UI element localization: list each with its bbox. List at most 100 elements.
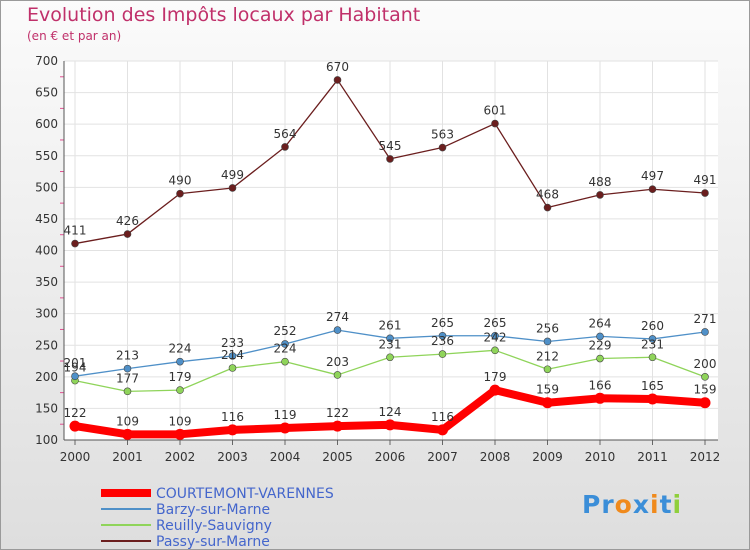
chart-title: Evolution des Impôts locaux par Habitant bbox=[27, 4, 421, 26]
x-tick-label: 2011 bbox=[637, 450, 668, 464]
data-point bbox=[228, 352, 237, 360]
y-tick-label: 100 bbox=[35, 433, 58, 447]
data-point bbox=[489, 384, 501, 396]
data-label: 231 bbox=[379, 337, 402, 351]
data-point bbox=[543, 337, 552, 346]
data-label: 491 bbox=[694, 173, 717, 187]
data-point bbox=[648, 185, 657, 194]
data-label: 426 bbox=[116, 214, 139, 228]
data-point bbox=[281, 357, 289, 366]
x-tick-label: 2001 bbox=[112, 450, 143, 464]
data-point bbox=[176, 357, 184, 366]
y-tick-label: 350 bbox=[35, 275, 58, 289]
data-label: 236 bbox=[431, 334, 454, 348]
y-tick-label: 550 bbox=[35, 149, 58, 163]
data-label: 563 bbox=[431, 128, 454, 142]
data-point bbox=[333, 326, 342, 334]
data-label: 252 bbox=[274, 324, 297, 338]
data-point bbox=[123, 230, 132, 238]
data-label: 670 bbox=[326, 60, 349, 74]
data-label: 159 bbox=[536, 383, 559, 397]
logo-letter: x bbox=[632, 490, 650, 519]
data-point bbox=[491, 331, 499, 340]
data-label: 265 bbox=[484, 316, 507, 330]
data-label: 274 bbox=[326, 310, 349, 324]
data-label: 122 bbox=[64, 406, 87, 420]
data-label: 159 bbox=[694, 383, 717, 397]
logo-letter: i bbox=[650, 490, 660, 519]
data-label: 165 bbox=[641, 379, 664, 393]
data-label: 499 bbox=[221, 168, 244, 182]
logo-letter: o bbox=[614, 490, 633, 519]
data-point bbox=[228, 184, 237, 192]
data-point bbox=[701, 373, 709, 381]
data-point bbox=[491, 346, 499, 355]
data-point bbox=[227, 424, 238, 436]
data-point bbox=[386, 353, 394, 362]
data-labels: 411 426 490 499 564 670 545 563 601 468 488 497 491 1… bbox=[64, 60, 717, 428]
data-label: 179 bbox=[169, 370, 192, 384]
data-point bbox=[71, 239, 79, 248]
data-label: 122 bbox=[326, 406, 349, 420]
data-point bbox=[332, 420, 343, 432]
y-tick-label: 600 bbox=[35, 117, 58, 131]
data-point bbox=[491, 119, 499, 128]
data-point bbox=[174, 428, 186, 440]
data-label: 264 bbox=[589, 316, 612, 330]
data-label: 177 bbox=[116, 371, 139, 385]
x-tick-label: 2009 bbox=[532, 450, 563, 464]
data-label: 124 bbox=[379, 405, 402, 419]
data-point bbox=[384, 419, 396, 431]
data-label: 231 bbox=[641, 337, 664, 351]
x-tick-label: 2005 bbox=[322, 450, 353, 464]
x-tick-label: 2010 bbox=[585, 450, 616, 464]
data-label: 213 bbox=[116, 349, 139, 363]
x-tick-label: 2007 bbox=[427, 450, 458, 464]
data-label: 116 bbox=[431, 410, 454, 424]
data-point bbox=[438, 331, 447, 340]
data-point bbox=[123, 387, 132, 396]
data-label: 224 bbox=[274, 342, 297, 356]
data-point bbox=[437, 424, 448, 436]
axes: 100 150 200 250 300 350 400 450 500 550 600 650 700 2… bbox=[35, 54, 720, 464]
legend-label: Passy-sur-Marne bbox=[156, 534, 270, 550]
data-label: 200 bbox=[694, 357, 717, 371]
data-point bbox=[647, 393, 658, 405]
y-tick-label: 650 bbox=[35, 86, 58, 100]
data-label: 468 bbox=[536, 188, 559, 202]
data-point bbox=[281, 340, 289, 348]
chart-subtitle: (en € et par an) bbox=[27, 29, 122, 43]
grid-lines bbox=[64, 60, 718, 441]
data-point bbox=[176, 189, 184, 198]
legend-label: COURTEMONT-VARENNES bbox=[156, 486, 334, 502]
data-label: 411 bbox=[64, 224, 87, 238]
data-label: 214 bbox=[221, 348, 244, 362]
legend-label: Reuilly-Sauvigny bbox=[156, 518, 272, 534]
data-point bbox=[542, 397, 553, 409]
x-tick-label: 2004 bbox=[270, 450, 301, 464]
proxiti-logo: Proxiti bbox=[582, 490, 682, 519]
data-point bbox=[596, 332, 604, 341]
data-point bbox=[596, 354, 604, 363]
data-label: 201 bbox=[64, 356, 87, 370]
data-point bbox=[648, 335, 657, 343]
data-label: 261 bbox=[379, 318, 402, 332]
x-tick-label: 2006 bbox=[375, 450, 406, 464]
data-point bbox=[438, 350, 447, 358]
data-point bbox=[701, 189, 709, 197]
data-label: 212 bbox=[536, 349, 559, 363]
data-point bbox=[596, 191, 604, 199]
logo-letter: t bbox=[659, 490, 673, 519]
data-point bbox=[386, 334, 394, 343]
data-label: 116 bbox=[221, 410, 244, 424]
series-group bbox=[69, 76, 711, 440]
x-tick-label: 2012 bbox=[690, 450, 721, 464]
logo-letter: i bbox=[672, 490, 683, 519]
x-tick-label: 2008 bbox=[480, 450, 511, 464]
data-label: 265 bbox=[431, 316, 454, 330]
x-tick-label: 2002 bbox=[165, 450, 196, 464]
data-point bbox=[228, 364, 237, 372]
y-tick-label: 300 bbox=[35, 307, 58, 321]
data-label: 179 bbox=[484, 370, 507, 384]
